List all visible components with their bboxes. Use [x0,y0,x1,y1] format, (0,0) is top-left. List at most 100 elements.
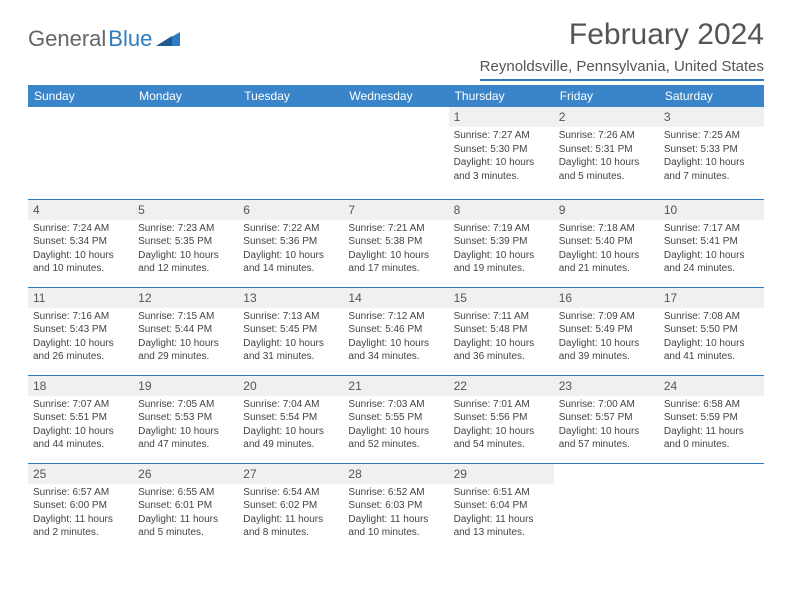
day-number: 29 [449,464,554,484]
sunrise-text: Sunrise: 7:12 AM [348,310,443,324]
calendar-day-cell: 18Sunrise: 7:07 AMSunset: 5:51 PMDayligh… [28,375,133,463]
daylight-text: Daylight: 10 hours and 17 minutes. [348,249,443,276]
daylight-text: Daylight: 10 hours and 54 minutes. [454,425,549,452]
calendar-day-cell: 7Sunrise: 7:21 AMSunset: 5:38 PMDaylight… [343,199,448,287]
calendar-day-cell: 29Sunrise: 6:51 AMSunset: 6:04 PMDayligh… [449,463,554,551]
sunrise-text: Sunrise: 6:54 AM [243,486,338,500]
daylight-text: Daylight: 11 hours and 5 minutes. [138,513,233,540]
logo-text-part1: General [28,26,106,52]
day-number: 2 [554,107,659,127]
sunset-text: Sunset: 5:30 PM [454,143,549,157]
daylight-text: Daylight: 11 hours and 8 minutes. [243,513,338,540]
sunset-text: Sunset: 5:56 PM [454,411,549,425]
calendar-day-cell: 9Sunrise: 7:18 AMSunset: 5:40 PMDaylight… [554,199,659,287]
day-number: 3 [659,107,764,127]
day-number: 9 [554,200,659,220]
calendar-day-cell: 27Sunrise: 6:54 AMSunset: 6:02 PMDayligh… [238,463,343,551]
daylight-text: Daylight: 10 hours and 57 minutes. [559,425,654,452]
sunset-text: Sunset: 5:55 PM [348,411,443,425]
daylight-text: Daylight: 10 hours and 26 minutes. [33,337,128,364]
sunset-text: Sunset: 5:31 PM [559,143,654,157]
sunset-text: Sunset: 5:51 PM [33,411,128,425]
logo-triangle-icon [156,26,180,52]
daylight-text: Daylight: 10 hours and 5 minutes. [559,156,654,183]
calendar-day-cell: 19Sunrise: 7:05 AMSunset: 5:53 PMDayligh… [133,375,238,463]
daylight-text: Daylight: 10 hours and 31 minutes. [243,337,338,364]
weekday-header: Tuesday [238,85,343,107]
sunset-text: Sunset: 5:34 PM [33,235,128,249]
calendar-day-cell [133,107,238,199]
sunrise-text: Sunrise: 6:52 AM [348,486,443,500]
calendar-day-cell: 22Sunrise: 7:01 AMSunset: 5:56 PMDayligh… [449,375,554,463]
weekday-header-row: SundayMondayTuesdayWednesdayThursdayFrid… [28,85,764,107]
logo: GeneralBlue [28,26,180,52]
sunset-text: Sunset: 5:50 PM [664,323,759,337]
daylight-text: Daylight: 11 hours and 0 minutes. [664,425,759,452]
sunrise-text: Sunrise: 7:03 AM [348,398,443,412]
calendar-day-cell: 10Sunrise: 7:17 AMSunset: 5:41 PMDayligh… [659,199,764,287]
weekday-header: Sunday [28,85,133,107]
day-number: 16 [554,288,659,308]
sunrise-text: Sunrise: 7:19 AM [454,222,549,236]
calendar-day-cell [554,463,659,551]
sunset-text: Sunset: 5:49 PM [559,323,654,337]
calendar-week-row: 18Sunrise: 7:07 AMSunset: 5:51 PMDayligh… [28,375,764,463]
daylight-text: Daylight: 10 hours and 12 minutes. [138,249,233,276]
sunrise-text: Sunrise: 6:57 AM [33,486,128,500]
day-number: 4 [28,200,133,220]
calendar-day-cell: 1Sunrise: 7:27 AMSunset: 5:30 PMDaylight… [449,107,554,199]
title-block: February 2024 Reynoldsville, Pennsylvani… [480,18,764,81]
daylight-text: Daylight: 10 hours and 24 minutes. [664,249,759,276]
calendar-day-cell: 14Sunrise: 7:12 AMSunset: 5:46 PMDayligh… [343,287,448,375]
calendar-day-cell: 23Sunrise: 7:00 AMSunset: 5:57 PMDayligh… [554,375,659,463]
day-number: 27 [238,464,343,484]
sunrise-text: Sunrise: 7:21 AM [348,222,443,236]
daylight-text: Daylight: 10 hours and 39 minutes. [559,337,654,364]
calendar-week-row: 4Sunrise: 7:24 AMSunset: 5:34 PMDaylight… [28,199,764,287]
calendar-day-cell: 12Sunrise: 7:15 AMSunset: 5:44 PMDayligh… [133,287,238,375]
sunset-text: Sunset: 6:01 PM [138,499,233,513]
sunset-text: Sunset: 5:57 PM [559,411,654,425]
calendar-day-cell: 21Sunrise: 7:03 AMSunset: 5:55 PMDayligh… [343,375,448,463]
weekday-header: Friday [554,85,659,107]
daylight-text: Daylight: 10 hours and 10 minutes. [33,249,128,276]
sunrise-text: Sunrise: 7:04 AM [243,398,338,412]
day-number: 17 [659,288,764,308]
sunset-text: Sunset: 5:39 PM [454,235,549,249]
daylight-text: Daylight: 10 hours and 3 minutes. [454,156,549,183]
sunrise-text: Sunrise: 7:00 AM [559,398,654,412]
calendar-week-row: 1Sunrise: 7:27 AMSunset: 5:30 PMDaylight… [28,107,764,199]
sunset-text: Sunset: 6:03 PM [348,499,443,513]
weekday-header: Thursday [449,85,554,107]
sunrise-text: Sunrise: 7:09 AM [559,310,654,324]
calendar-day-cell [238,107,343,199]
daylight-text: Daylight: 11 hours and 13 minutes. [454,513,549,540]
calendar-day-cell [343,107,448,199]
sunrise-text: Sunrise: 6:55 AM [138,486,233,500]
daylight-text: Daylight: 10 hours and 52 minutes. [348,425,443,452]
sunrise-text: Sunrise: 7:23 AM [138,222,233,236]
day-number: 19 [133,376,238,396]
weekday-header: Wednesday [343,85,448,107]
calendar-day-cell: 6Sunrise: 7:22 AMSunset: 5:36 PMDaylight… [238,199,343,287]
sunrise-text: Sunrise: 7:27 AM [454,129,549,143]
sunrise-text: Sunrise: 7:22 AM [243,222,338,236]
calendar-day-cell: 13Sunrise: 7:13 AMSunset: 5:45 PMDayligh… [238,287,343,375]
sunrise-text: Sunrise: 7:07 AM [33,398,128,412]
calendar-day-cell: 4Sunrise: 7:24 AMSunset: 5:34 PMDaylight… [28,199,133,287]
day-number: 20 [238,376,343,396]
sunrise-text: Sunrise: 7:13 AM [243,310,338,324]
sunset-text: Sunset: 5:44 PM [138,323,233,337]
sunrise-text: Sunrise: 7:11 AM [454,310,549,324]
weekday-header: Saturday [659,85,764,107]
day-number: 28 [343,464,448,484]
sunrise-text: Sunrise: 6:51 AM [454,486,549,500]
calendar-day-cell [28,107,133,199]
calendar-day-cell: 3Sunrise: 7:25 AMSunset: 5:33 PMDaylight… [659,107,764,199]
daylight-text: Daylight: 10 hours and 44 minutes. [33,425,128,452]
sunrise-text: Sunrise: 7:08 AM [664,310,759,324]
calendar-week-row: 11Sunrise: 7:16 AMSunset: 5:43 PMDayligh… [28,287,764,375]
calendar-table: SundayMondayTuesdayWednesdayThursdayFrid… [28,85,764,551]
day-number: 5 [133,200,238,220]
calendar-day-cell: 16 Sunrise: 7:09 AMSunset: 5:49 PMDayligh… [554,287,659,375]
